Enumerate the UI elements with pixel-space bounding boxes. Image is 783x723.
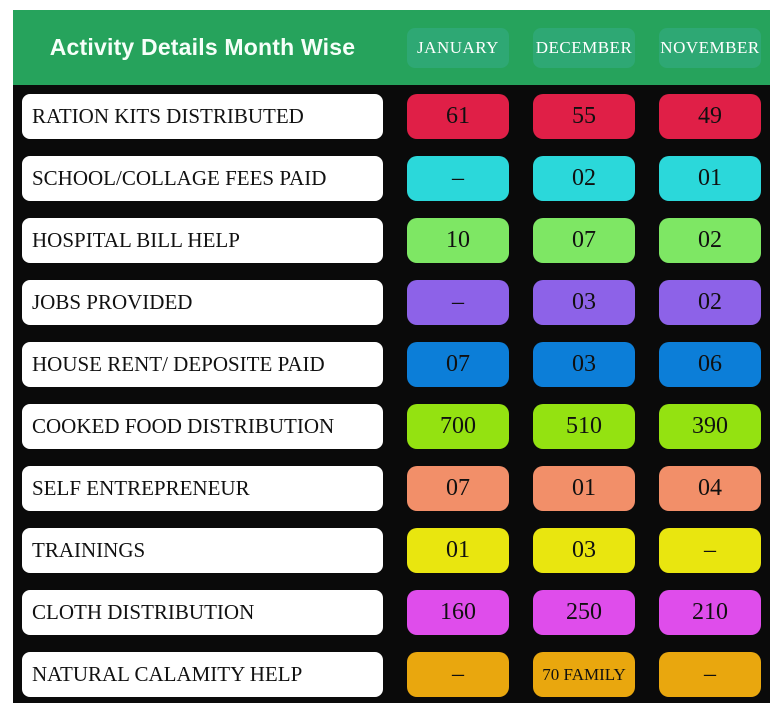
value-chip: – [407, 652, 509, 697]
value-chip: 01 [407, 528, 509, 573]
value-chip: 510 [533, 404, 635, 449]
table-row: COOKED FOOD DISTRIBUTION 700 510 390 [22, 404, 761, 449]
value-chip: 02 [533, 156, 635, 201]
value-chip: – [407, 156, 509, 201]
value-chip: – [407, 280, 509, 325]
value-chip: 03 [533, 528, 635, 573]
value-chip: 700 [407, 404, 509, 449]
activity-label: SELF ENTREPRENEUR [22, 466, 383, 511]
table-row: NATURAL CALAMITY HELP –70 FAMILY – [22, 652, 761, 697]
value-chip: 160 [407, 590, 509, 635]
value-chip: 03 [533, 342, 635, 387]
value-chip: 10 [407, 218, 509, 263]
column-header-november: NOVEMBER [659, 27, 761, 68]
value-chip: 07 [407, 342, 509, 387]
table-row: HOUSE RENT/ DEPOSITE PAID 07 03 06 [22, 342, 761, 387]
value-chip: 210 [659, 590, 761, 635]
value-chip: 70 FAMILY [533, 652, 635, 697]
table-header: Activity Details Month Wise JANUARY DECE… [13, 10, 770, 85]
value-chip: 07 [533, 218, 635, 263]
activity-label: RATION KITS DISTRIBUTED [22, 94, 383, 139]
value-chip: – [659, 652, 761, 697]
value-chip: 03 [533, 280, 635, 325]
activity-label: TRAININGS [22, 528, 383, 573]
value-chip: 390 [659, 404, 761, 449]
table-row: CLOTH DISTRIBUTION 160 250 210 [22, 590, 761, 635]
value-chip: 04 [659, 466, 761, 511]
activity-table-board: Activity Details Month Wise JANUARY DECE… [13, 10, 770, 703]
value-chip: 02 [659, 280, 761, 325]
activity-label: HOSPITAL BILL HELP [22, 218, 383, 263]
table-row: RATION KITS DISTRIBUTED 61 55 49 [22, 94, 761, 139]
table-row: JOBS PROVIDED –03 02 [22, 280, 761, 325]
page-title: Activity Details Month Wise [49, 34, 356, 60]
value-chip: 55 [533, 94, 635, 139]
value-chip: – [659, 528, 761, 573]
value-chip: 06 [659, 342, 761, 387]
value-chip: 02 [659, 218, 761, 263]
value-chip: 61 [407, 94, 509, 139]
value-chip: 01 [659, 156, 761, 201]
table-body: RATION KITS DISTRIBUTED 61 55 49 SCHOOL/COLL… [13, 85, 770, 703]
value-chip: 49 [659, 94, 761, 139]
table-row: SCHOOL/COLLAGE FEES PAID –02 01 [22, 156, 761, 201]
value-chip: 250 [533, 590, 635, 635]
column-header-december: DECEMBER [533, 27, 635, 68]
activity-label: CLOTH DISTRIBUTION [22, 590, 383, 635]
table-row: TRAININGS 01 03– [22, 528, 761, 573]
activity-label: SCHOOL/COLLAGE FEES PAID [22, 156, 383, 201]
column-header-january: JANUARY [407, 27, 509, 68]
activity-label: JOBS PROVIDED [22, 280, 383, 325]
table-row: HOSPITAL BILL HELP 10 07 02 [22, 218, 761, 263]
activity-label: NATURAL CALAMITY HELP [22, 652, 383, 697]
activity-label: HOUSE RENT/ DEPOSITE PAID [22, 342, 383, 387]
value-chip: 01 [533, 466, 635, 511]
value-chip: 07 [407, 466, 509, 511]
activity-label: COOKED FOOD DISTRIBUTION [22, 404, 383, 449]
table-row: SELF ENTREPRENEUR 07 01 04 [22, 466, 761, 511]
